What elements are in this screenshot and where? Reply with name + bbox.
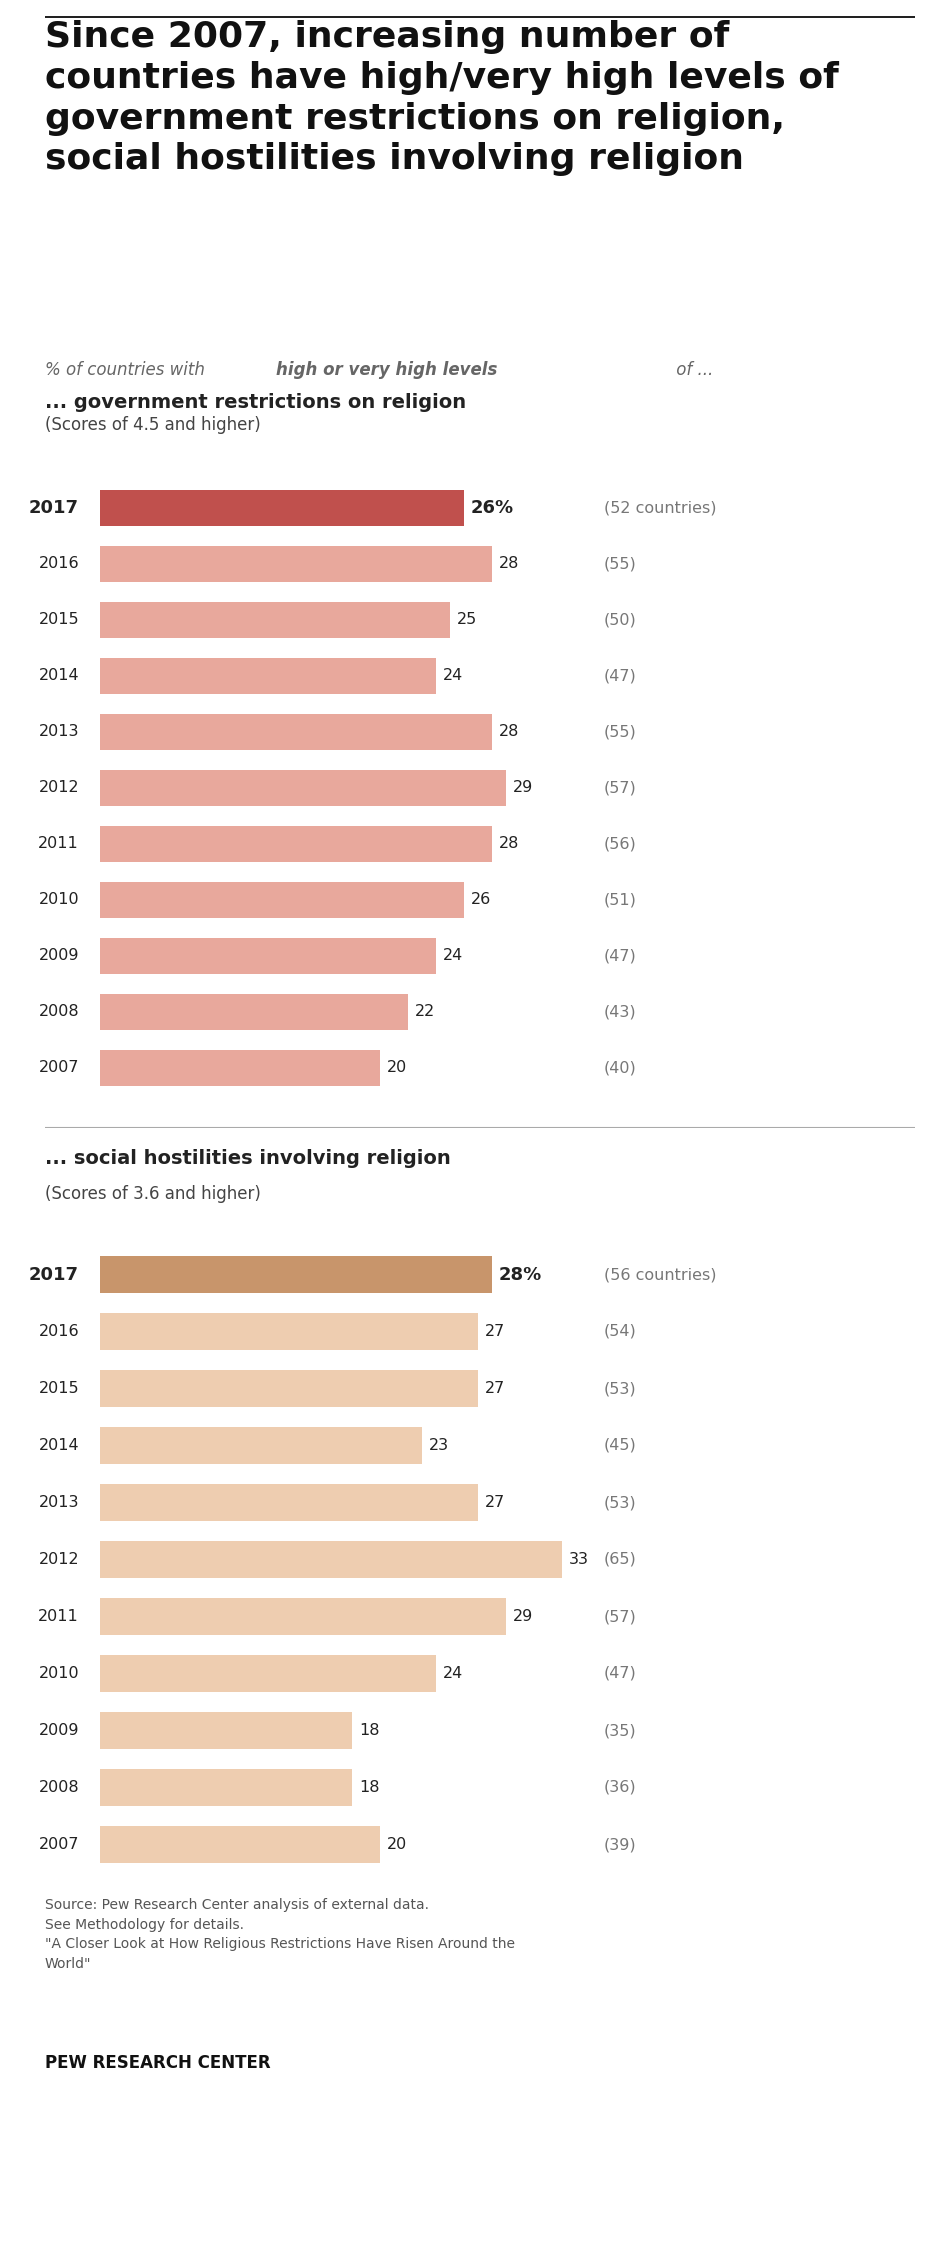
Text: ... social hostilities involving religion: ... social hostilities involving religio… — [45, 1148, 451, 1169]
Text: 2010: 2010 — [39, 893, 79, 907]
Text: 2014: 2014 — [39, 668, 79, 684]
Text: high or very high levels: high or very high levels — [276, 361, 497, 379]
Text: 18: 18 — [359, 1724, 380, 1737]
Text: 29: 29 — [513, 1609, 533, 1624]
Text: (56): (56) — [604, 837, 637, 851]
Bar — [100, 1541, 562, 1577]
Bar — [100, 1313, 478, 1349]
Text: 25: 25 — [457, 611, 478, 627]
Text: 28: 28 — [499, 557, 519, 571]
Text: (55): (55) — [604, 557, 637, 571]
Text: 2015: 2015 — [39, 1381, 79, 1396]
Text: 33: 33 — [569, 1552, 589, 1568]
Bar — [100, 659, 436, 695]
Text: (50): (50) — [604, 611, 637, 627]
Text: 2012: 2012 — [39, 781, 79, 796]
Text: % of countries with: % of countries with — [45, 361, 210, 379]
Text: 2008: 2008 — [39, 1780, 79, 1796]
Bar — [100, 1825, 380, 1863]
Text: 24: 24 — [443, 1665, 463, 1681]
Text: Source: Pew Research Center analysis of external data.
See Methodology for detai: Source: Pew Research Center analysis of … — [45, 1897, 515, 1969]
Text: 18: 18 — [359, 1780, 380, 1796]
Text: (57): (57) — [604, 1609, 637, 1624]
Text: 2015: 2015 — [39, 611, 79, 627]
Text: 2007: 2007 — [39, 1836, 79, 1852]
Text: (39): (39) — [604, 1836, 637, 1852]
Bar — [100, 546, 492, 582]
Text: (57): (57) — [604, 781, 637, 796]
Text: 2011: 2011 — [39, 837, 79, 851]
Text: 2011: 2011 — [39, 1609, 79, 1624]
Bar — [100, 1369, 478, 1408]
Text: (Scores of 4.5 and higher): (Scores of 4.5 and higher) — [45, 415, 261, 433]
Text: 27: 27 — [485, 1381, 505, 1396]
Text: (47): (47) — [604, 948, 637, 963]
Text: (Scores of 3.6 and higher): (Scores of 3.6 and higher) — [45, 1184, 261, 1202]
Text: (36): (36) — [604, 1780, 637, 1796]
Text: ... government restrictions on religion: ... government restrictions on religion — [45, 393, 466, 413]
Text: (43): (43) — [604, 1004, 637, 1020]
Bar — [100, 1597, 506, 1636]
Text: (54): (54) — [604, 1324, 637, 1340]
Text: 28%: 28% — [499, 1266, 543, 1284]
Text: 2007: 2007 — [39, 1060, 79, 1076]
Text: (45): (45) — [604, 1437, 637, 1453]
Text: 2016: 2016 — [39, 1324, 79, 1340]
Text: (52 countries): (52 countries) — [604, 501, 717, 517]
Bar — [100, 769, 506, 805]
Text: Since 2007, increasing number of
countries have high/very high levels of
governm: Since 2007, increasing number of countri… — [45, 20, 839, 176]
Text: (47): (47) — [604, 668, 637, 684]
Bar — [100, 882, 464, 918]
Text: (65): (65) — [604, 1552, 637, 1568]
Text: (40): (40) — [604, 1060, 637, 1076]
Text: 26: 26 — [471, 893, 491, 907]
Text: 20: 20 — [387, 1060, 407, 1076]
Text: 2013: 2013 — [39, 1496, 79, 1509]
Bar — [100, 938, 436, 975]
Text: 2009: 2009 — [39, 948, 79, 963]
Bar — [100, 602, 450, 638]
Text: 24: 24 — [443, 668, 463, 684]
Text: 27: 27 — [485, 1324, 505, 1340]
Text: 2010: 2010 — [39, 1665, 79, 1681]
Text: 20: 20 — [387, 1836, 407, 1852]
Text: 28: 28 — [499, 837, 519, 851]
Bar — [100, 1049, 380, 1085]
Text: 26%: 26% — [471, 499, 514, 517]
Text: 28: 28 — [499, 724, 519, 740]
Text: 22: 22 — [415, 1004, 435, 1020]
Bar — [100, 1257, 492, 1293]
Bar — [100, 1769, 352, 1807]
Text: 2008: 2008 — [39, 1004, 79, 1020]
Bar — [100, 826, 492, 862]
Text: (56 countries): (56 countries) — [604, 1268, 717, 1281]
Text: (53): (53) — [604, 1381, 637, 1396]
Bar — [100, 1712, 352, 1748]
Bar — [100, 1656, 436, 1692]
Text: 29: 29 — [513, 781, 533, 796]
Text: PEW RESEARCH CENTER: PEW RESEARCH CENTER — [45, 2053, 270, 2071]
Text: 2009: 2009 — [39, 1724, 79, 1737]
Text: 27: 27 — [485, 1496, 505, 1509]
Text: (53): (53) — [604, 1496, 637, 1509]
Text: 2014: 2014 — [39, 1437, 79, 1453]
Text: (55): (55) — [604, 724, 637, 740]
Bar — [100, 713, 492, 751]
Text: (51): (51) — [604, 893, 637, 907]
Bar — [100, 1484, 478, 1521]
Text: (35): (35) — [604, 1724, 637, 1737]
Bar — [100, 1428, 422, 1464]
Bar — [100, 995, 408, 1031]
Text: (47): (47) — [604, 1665, 637, 1681]
Text: 2012: 2012 — [39, 1552, 79, 1568]
Text: 2013: 2013 — [39, 724, 79, 740]
Text: 24: 24 — [443, 948, 463, 963]
Text: 23: 23 — [429, 1437, 449, 1453]
Text: 2017: 2017 — [29, 1266, 79, 1284]
Bar — [100, 490, 464, 526]
Text: of ...: of ... — [672, 361, 714, 379]
Text: 2016: 2016 — [39, 557, 79, 571]
Text: 2017: 2017 — [29, 499, 79, 517]
